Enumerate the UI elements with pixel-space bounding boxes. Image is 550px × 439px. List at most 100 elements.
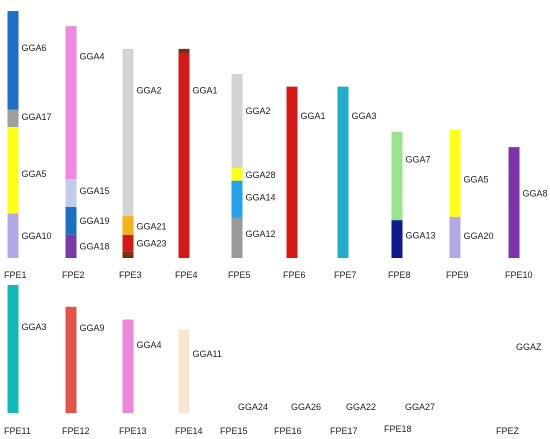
chromosome-label: FPE14 bbox=[175, 426, 203, 436]
chromosome-fpe17: GGA22 FPE17 bbox=[330, 402, 376, 436]
chromosome-fpe11: GGA3 FPE11 bbox=[4, 285, 47, 436]
chromosome-label: FPE15 bbox=[220, 426, 248, 436]
gene-label: GGA22 bbox=[346, 402, 376, 412]
segment-fpe5-1 bbox=[231, 167, 243, 181]
chromosome-fpe16: GGA26 FPE16 bbox=[274, 402, 321, 436]
gene-label: GGA4 bbox=[137, 340, 162, 350]
segment-fpe2-3 bbox=[65, 234, 77, 258]
gene-label: GGA4 bbox=[80, 51, 105, 61]
segment-fpe3-0 bbox=[122, 48, 134, 217]
segment-fpe8-0 bbox=[391, 132, 403, 221]
chromosome-fpe1: GGA6 GGA17 GGA5 GGA10 FPE1 bbox=[4, 11, 52, 280]
gene-label: GGA10 bbox=[22, 231, 52, 241]
segment-fpe5-2 bbox=[231, 180, 243, 218]
gene-label: GGA21 bbox=[137, 222, 167, 232]
gene-label: GGA19 bbox=[80, 216, 110, 226]
chromosome-fpe9: GGA5 GGA20 FPE9 bbox=[446, 129, 494, 280]
chromosome-fpe5: GGA2 GGA28 GGA14 GGA12 FPE5 bbox=[228, 74, 276, 280]
segment-fpe2-1 bbox=[65, 179, 77, 207]
gene-label: GGA13 bbox=[406, 230, 436, 240]
gene-label: GGA8 bbox=[523, 189, 548, 199]
chromosome-label: FPE17 bbox=[330, 426, 358, 436]
segment-fpe14-0 bbox=[178, 329, 190, 413]
gene-label: GGA3 bbox=[22, 322, 47, 332]
segment-fpe6-0 bbox=[286, 86, 298, 258]
segment-fpe3-3 bbox=[122, 251, 134, 258]
chromosome-label: FPE7 bbox=[334, 270, 357, 280]
segment-fpe4-0 bbox=[178, 48, 190, 54]
gene-label: GGA2 bbox=[246, 106, 271, 116]
chromosome-label: FPE12 bbox=[62, 426, 90, 436]
segment-fpe1-0 bbox=[7, 11, 19, 110]
gene-label: GGA9 bbox=[80, 323, 105, 333]
segment-fpe3-1 bbox=[122, 216, 134, 235]
gene-label: GGA12 bbox=[246, 229, 276, 239]
segment-fpe9-1 bbox=[449, 216, 461, 258]
gene-label: GGA23 bbox=[137, 238, 167, 248]
segment-fpe1-2 bbox=[7, 127, 19, 214]
segment-fpe5-0 bbox=[231, 74, 243, 168]
chromosome-fpe13: GGA4 FPE13 bbox=[119, 319, 162, 436]
chromosome-label: FPE3 bbox=[119, 270, 142, 280]
chromosome-label: FPE2 bbox=[62, 270, 85, 280]
gene-label: GGA3 bbox=[352, 111, 377, 121]
segment-fpe13-0 bbox=[122, 319, 134, 413]
gene-label: GGA7 bbox=[406, 155, 431, 165]
chromosome-label: FPE5 bbox=[228, 270, 251, 280]
chromosome-label: FPE10 bbox=[505, 270, 533, 280]
chromosome-fpe12: GGA9 FPE12 bbox=[62, 306, 105, 436]
chromosome-label: FPE8 bbox=[388, 270, 411, 280]
chromosome-fpe15: GGA24 FPE15 bbox=[220, 402, 268, 436]
gene-label: GGA14 bbox=[246, 192, 276, 202]
gene-label: GGA15 bbox=[80, 186, 110, 196]
chromosome-fpe4: GGA1 FPE4 bbox=[175, 48, 218, 280]
segment-fpe10-0 bbox=[508, 147, 520, 258]
gene-label: GGA5 bbox=[464, 175, 489, 185]
segment-fpe12-0 bbox=[65, 306, 77, 413]
segment-fpe5-3 bbox=[231, 217, 243, 258]
gene-label: GGA26 bbox=[291, 402, 321, 412]
gene-label: GGAZ bbox=[516, 342, 542, 352]
gene-label: GGA5 bbox=[22, 169, 47, 179]
segment-fpe3-2 bbox=[122, 234, 134, 252]
gene-label: GGA2 bbox=[137, 86, 162, 96]
chromosome-label: FPE9 bbox=[446, 270, 469, 280]
gene-label: GGA27 bbox=[405, 402, 435, 412]
segment-fpe1-3 bbox=[7, 213, 19, 258]
chromosome-label: FPE13 bbox=[119, 426, 147, 436]
gene-label: GGA11 bbox=[193, 349, 222, 359]
gene-label: GGA1 bbox=[193, 86, 218, 96]
gene-label: GGA1 bbox=[301, 111, 326, 121]
chromosome-fpe8: GGA7 GGA13 FPE8 bbox=[388, 132, 436, 280]
chromosome-fpe7: GGA3 FPE7 bbox=[334, 86, 377, 280]
segment-fpe8-1 bbox=[391, 220, 403, 258]
chromosome-label: FPE18 bbox=[384, 424, 412, 434]
chromosome-fpe14: GGA11 FPE14 bbox=[175, 329, 222, 436]
chromosome-label: FPEZ bbox=[496, 426, 520, 436]
gene-label: GGA20 bbox=[464, 231, 494, 241]
segment-fpe1-1 bbox=[7, 109, 19, 128]
segment-fpe2-2 bbox=[65, 206, 77, 235]
segment-fpe4-1 bbox=[178, 53, 190, 259]
gene-label: GGA28 bbox=[246, 170, 276, 180]
segment-fpe7-0 bbox=[337, 86, 349, 258]
chromosome-label: FPE11 bbox=[4, 426, 31, 436]
gene-label: GGA18 bbox=[80, 241, 110, 251]
chromosome-label: FPE4 bbox=[175, 270, 198, 280]
chromosome-label: FPE1 bbox=[4, 270, 27, 280]
chromosome-label: FPE6 bbox=[283, 270, 306, 280]
chromosome-fpe2: GGA4 GGA15 GGA19 GGA18 FPE2 bbox=[62, 26, 110, 280]
chromosome-fpe6: GGA1 FPE6 bbox=[283, 86, 326, 280]
gene-label: GGA17 bbox=[22, 112, 52, 122]
gene-label: GGA6 bbox=[22, 43, 47, 53]
chromosome-fpez: GGAZ FPEZ bbox=[496, 342, 542, 436]
segment-fpe9-0 bbox=[449, 129, 461, 217]
segment-fpe11-0 bbox=[7, 285, 19, 413]
chromosome-label: FPE16 bbox=[274, 426, 302, 436]
chromosome-fpe10: GGA8 FPE10 bbox=[505, 147, 548, 280]
segment-fpe2-0 bbox=[65, 26, 77, 180]
chromosome-fpe18: GGA27 FPE18 bbox=[384, 402, 435, 434]
chromosome-fpe3: GGA2 GGA21 GGA23 FPE3 bbox=[119, 48, 167, 280]
gene-label: GGA24 bbox=[238, 402, 268, 412]
